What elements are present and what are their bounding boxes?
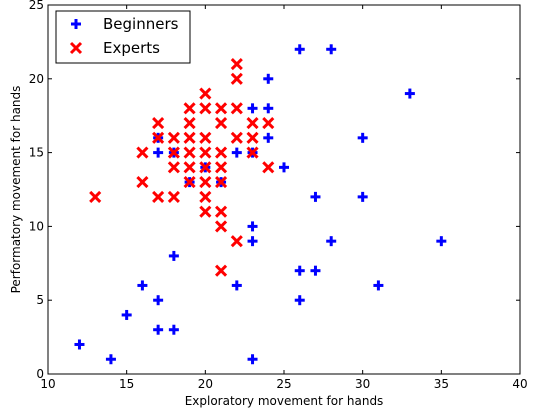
experts-point	[248, 118, 258, 128]
beginners-point	[310, 192, 320, 202]
experts-point	[216, 148, 226, 158]
x-tick-label: 25	[276, 377, 291, 391]
beginners-point	[263, 133, 273, 143]
x-tick-label: 20	[198, 377, 213, 391]
y-tick-label: 25	[29, 0, 44, 12]
y-tick-label: 15	[29, 146, 44, 160]
experts-point	[216, 207, 226, 217]
experts-point	[263, 118, 273, 128]
beginners-point	[263, 103, 273, 113]
experts-point	[137, 148, 147, 158]
x-tick-label: 35	[434, 377, 449, 391]
beginners-point	[279, 162, 289, 172]
experts-point	[153, 192, 163, 202]
y-tick-label: 20	[29, 72, 44, 86]
x-tick-label: 15	[119, 377, 134, 391]
y-tick-label: 0	[36, 367, 44, 381]
experts-point	[169, 162, 179, 172]
experts-point	[200, 89, 210, 99]
legend-label-experts: Experts	[103, 39, 160, 57]
y-axis-label: Performatory movement for hands	[9, 86, 23, 294]
legend: Beginners Experts	[56, 11, 190, 63]
beginners-point	[232, 148, 242, 158]
beginners-point	[358, 133, 368, 143]
experts-point	[232, 236, 242, 246]
beginners-point	[326, 44, 336, 54]
beginners-point	[263, 74, 273, 84]
experts-point	[200, 207, 210, 217]
experts-point	[185, 133, 195, 143]
beginners-point	[248, 354, 258, 364]
legend-label-beginners: Beginners	[103, 15, 179, 33]
experts-point	[200, 103, 210, 113]
experts-point	[185, 103, 195, 113]
beginners-point	[295, 295, 305, 305]
experts-point	[216, 103, 226, 113]
experts-point	[216, 162, 226, 172]
beginners-point	[232, 280, 242, 290]
x-tick-label: 40	[512, 377, 527, 391]
experts-point	[185, 148, 195, 158]
experts-point	[90, 192, 100, 202]
beginners-point	[373, 280, 383, 290]
beginners-point	[248, 221, 258, 231]
experts-point	[200, 133, 210, 143]
beginners-point	[74, 339, 84, 349]
experts-point	[200, 148, 210, 158]
y-tick-label: 10	[29, 219, 44, 233]
beginners-point	[153, 325, 163, 335]
plot-marks	[74, 44, 446, 364]
experts-point	[153, 118, 163, 128]
experts-point	[216, 266, 226, 276]
experts-point	[200, 177, 210, 187]
experts-point	[232, 74, 242, 84]
beginners-point	[122, 310, 132, 320]
experts-point	[185, 162, 195, 172]
x-tick-label: 30	[355, 377, 370, 391]
beginners-point	[436, 236, 446, 246]
experts-point	[232, 103, 242, 113]
x-axis-label: Exploratory movement for hands	[185, 394, 384, 408]
beginners-point	[358, 192, 368, 202]
beginners-point	[169, 251, 179, 261]
beginners-point	[310, 266, 320, 276]
beginners-point	[295, 44, 305, 54]
experts-point	[185, 118, 195, 128]
beginners-point	[137, 280, 147, 290]
experts-point	[200, 192, 210, 202]
experts-point	[216, 118, 226, 128]
experts-point	[169, 192, 179, 202]
beginners-point	[248, 236, 258, 246]
experts-point	[248, 133, 258, 143]
beginners-point	[153, 295, 163, 305]
experts-point	[232, 59, 242, 69]
beginners-point	[153, 148, 163, 158]
experts-point	[216, 221, 226, 231]
beginners-point	[326, 236, 336, 246]
beginners-point	[248, 103, 258, 113]
experts-point	[232, 133, 242, 143]
beginners-point	[295, 266, 305, 276]
experts-point	[263, 162, 273, 172]
beginners-point	[405, 89, 415, 99]
beginners-point	[169, 325, 179, 335]
beginners-point	[106, 354, 116, 364]
y-tick-label: 5	[36, 293, 44, 307]
experts-point	[137, 177, 147, 187]
experts-point	[169, 133, 179, 143]
